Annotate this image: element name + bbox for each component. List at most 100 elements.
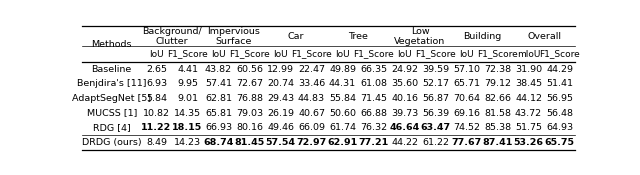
Text: 66.35: 66.35 [360,65,387,74]
Text: 61.22: 61.22 [422,138,449,147]
Text: 5.84: 5.84 [146,94,167,103]
Text: 40.67: 40.67 [298,109,325,118]
Text: 43.82: 43.82 [205,65,232,74]
Text: 44.29: 44.29 [546,65,573,74]
Text: 70.64: 70.64 [453,94,480,103]
Text: 57.10: 57.10 [453,65,480,74]
Text: 62.91: 62.91 [328,138,358,147]
Text: 61.08: 61.08 [360,79,387,88]
Text: 80.16: 80.16 [236,123,263,132]
Text: Benjdira's [11]: Benjdira's [11] [77,79,147,88]
Text: 26.19: 26.19 [267,109,294,118]
Text: 81.45: 81.45 [234,138,264,147]
Text: 64.93: 64.93 [546,123,573,132]
Text: 55.84: 55.84 [329,94,356,103]
Text: IoU: IoU [273,50,288,59]
Text: F1_Score: F1_Score [477,50,518,59]
Text: 85.38: 85.38 [484,123,511,132]
Text: 43.72: 43.72 [515,109,542,118]
Text: 39.59: 39.59 [422,65,449,74]
Text: 53.26: 53.26 [513,138,543,147]
Text: 49.89: 49.89 [329,65,356,74]
Text: Tree: Tree [348,32,368,41]
Text: 51.75: 51.75 [515,123,542,132]
Text: 22.47: 22.47 [298,65,325,74]
Text: DRDG (ours): DRDG (ours) [82,138,141,147]
Text: RDG [4]: RDG [4] [93,123,131,132]
Text: 57.41: 57.41 [205,79,232,88]
Text: 11.22: 11.22 [141,123,172,132]
Text: 44.31: 44.31 [329,79,356,88]
Text: 69.16: 69.16 [453,109,480,118]
Text: 4.41: 4.41 [177,65,198,74]
Text: 49.46: 49.46 [267,123,294,132]
Text: 46.64: 46.64 [389,123,420,132]
Text: IoU: IoU [397,50,412,59]
Text: 44.22: 44.22 [391,138,418,147]
Text: 68.74: 68.74 [204,138,234,147]
Text: 66.09: 66.09 [298,123,325,132]
Text: IoU: IoU [149,50,164,59]
Text: 63.47: 63.47 [420,123,451,132]
Text: 51.41: 51.41 [546,79,573,88]
Text: 9.01: 9.01 [177,94,198,103]
Text: Building: Building [463,32,501,41]
Text: F1_Score: F1_Score [539,50,580,59]
Text: 14.35: 14.35 [174,109,201,118]
Text: 44.83: 44.83 [298,94,325,103]
Text: 77.21: 77.21 [358,138,388,147]
Text: 65.75: 65.75 [545,138,575,147]
Text: IoU: IoU [335,50,350,59]
Text: Overall: Overall [527,32,561,41]
Text: 72.38: 72.38 [484,65,511,74]
Text: 8.49: 8.49 [146,138,167,147]
Text: 79.03: 79.03 [236,109,263,118]
Text: 87.41: 87.41 [483,138,513,147]
Text: 24.92: 24.92 [391,65,418,74]
Text: 76.32: 76.32 [360,123,387,132]
Text: 14.23: 14.23 [174,138,201,147]
Text: 6.93: 6.93 [146,79,167,88]
Text: mIoU: mIoU [517,50,540,59]
Text: 52.17: 52.17 [422,79,449,88]
Text: 38.45: 38.45 [515,79,542,88]
Text: 20.74: 20.74 [267,79,294,88]
Text: F1_Score: F1_Score [291,50,332,59]
Text: Baseline: Baseline [92,65,132,74]
Text: 9.95: 9.95 [177,79,198,88]
Text: F1_Score: F1_Score [229,50,270,59]
Text: 39.73: 39.73 [391,109,418,118]
Text: 72.67: 72.67 [236,79,263,88]
Text: 18.15: 18.15 [172,123,203,132]
Text: 57.54: 57.54 [266,138,296,147]
Text: 61.74: 61.74 [329,123,356,132]
Text: 74.52: 74.52 [453,123,480,132]
Text: 76.88: 76.88 [236,94,263,103]
Text: 77.67: 77.67 [451,138,482,147]
Text: 72.97: 72.97 [296,138,326,147]
Text: 60.56: 60.56 [236,65,263,74]
Text: 50.60: 50.60 [329,109,356,118]
Text: 65.81: 65.81 [205,109,232,118]
Text: MUCSS [1]: MUCSS [1] [86,109,137,118]
Text: 35.60: 35.60 [391,79,418,88]
Text: 2.65: 2.65 [146,65,167,74]
Text: 79.12: 79.12 [484,79,511,88]
Text: IoU: IoU [459,50,474,59]
Text: 56.87: 56.87 [422,94,449,103]
Text: 56.39: 56.39 [422,109,449,118]
Text: Low
Vegetation: Low Vegetation [394,26,445,46]
Text: 82.66: 82.66 [484,94,511,103]
Text: 44.12: 44.12 [515,94,542,103]
Text: 10.82: 10.82 [143,109,170,118]
Text: 31.90: 31.90 [515,65,542,74]
Text: 66.93: 66.93 [205,123,232,132]
Text: 33.46: 33.46 [298,79,325,88]
Text: F1_Score: F1_Score [353,50,394,59]
Text: 40.16: 40.16 [391,94,418,103]
Text: 56.48: 56.48 [546,109,573,118]
Text: Car: Car [288,32,304,41]
Text: 56.95: 56.95 [546,94,573,103]
Text: 65.71: 65.71 [453,79,480,88]
Text: Impervious
Surface: Impervious Surface [207,26,260,46]
